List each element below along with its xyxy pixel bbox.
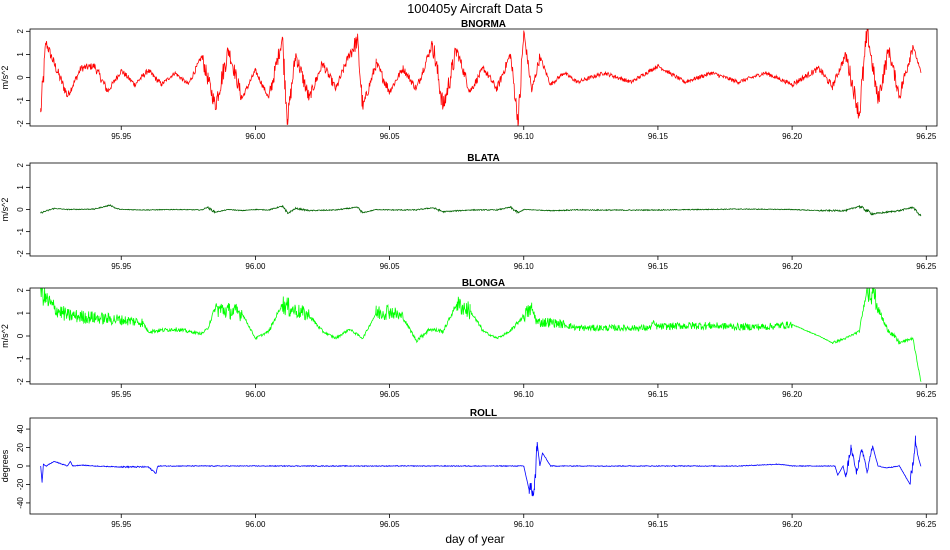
x-tick-label-blata: 95.95 — [111, 262, 132, 271]
figure-xlabel: day of year — [445, 532, 504, 546]
y-axis-label-blata: m/s^2 — [0, 198, 10, 222]
y-tick-label-blonga: 1 — [16, 310, 25, 315]
x-tick-label-blonga: 95.95 — [111, 390, 132, 399]
y-tick-label-blata: -1 — [16, 228, 25, 236]
x-tick-label-bnorma: 96.10 — [514, 132, 535, 141]
y-tick-label-bnorma: -2 — [16, 120, 25, 128]
figure-title: 100405y Aircraft Data 5 — [407, 1, 543, 16]
y-axis-label-blonga: m/s^2 — [0, 324, 10, 348]
x-tick-label-roll: 96.20 — [782, 520, 803, 529]
series-line-roll — [40, 435, 922, 497]
x-tick-label-blata: 96.20 — [782, 262, 803, 271]
series-line-blonga — [40, 288, 922, 382]
y-axis-label-bnorma: m/s^2 — [0, 66, 10, 90]
y-tick-label-blonga: -1 — [16, 355, 25, 363]
x-tick-label-bnorma: 96.20 — [782, 132, 803, 141]
x-tick-label-blata: 96.25 — [916, 262, 937, 271]
series-line-blata — [40, 204, 922, 217]
x-tick-label-roll: 96.00 — [245, 520, 266, 529]
panel-roll: ROLL degrees 95.95 96.00 96.05 96.10 96.15 96.2… — [0, 408, 938, 529]
panel-title-blonga: BLONGA — [462, 278, 505, 289]
x-tick-label-blonga: 96.00 — [245, 390, 266, 399]
x-tick-label-bnorma: 95.95 — [111, 132, 132, 141]
x-tick-label-bnorma: 96.15 — [648, 132, 669, 141]
x-tick-label-blonga: 96.25 — [916, 390, 937, 399]
x-tick-label-roll: 96.15 — [648, 520, 669, 529]
y-tick-label-roll: 0 — [16, 463, 25, 468]
x-tick-label-bnorma: 96.00 — [245, 132, 266, 141]
panel-bnorma: BNORMA m/s^2 95.95 96.00 96.05 96.10 96.15 96.2… — [0, 19, 938, 141]
y-tick-label-blata: -2 — [16, 250, 25, 258]
y-tick-label-roll: -40 — [16, 497, 25, 509]
y-tick-label-roll: 20 — [16, 443, 25, 452]
x-tick-label-roll: 96.25 — [916, 520, 937, 529]
series-line-bnorma — [40, 29, 922, 126]
x-tick-label-blonga: 96.05 — [380, 390, 401, 399]
panel-blonga: BLONGA m/s^2 95.95 96.00 96.05 96.10 96.15 96.2… — [0, 278, 938, 399]
y-tick-label-bnorma: -1 — [16, 96, 25, 104]
plot-frame-blonga — [29, 287, 938, 385]
panels-group: BNORMA m/s^2 95.95 96.00 96.05 96.10 96.15 96.2… — [0, 19, 938, 529]
y-axis-label-roll: degrees — [0, 449, 10, 482]
x-tick-label-roll: 95.95 — [111, 520, 132, 529]
x-tick-label-blata: 96.00 — [245, 262, 266, 271]
x-tick-label-bnorma: 96.25 — [916, 132, 937, 141]
x-tick-label-blonga: 96.20 — [782, 390, 803, 399]
plot-frame-bnorma — [29, 28, 938, 127]
y-tick-label-roll: 40 — [16, 424, 25, 433]
y-tick-label-bnorma: 0 — [16, 75, 25, 80]
x-tick-label-blata: 96.10 — [514, 262, 535, 271]
y-tick-label-blata: 2 — [16, 162, 25, 167]
y-tick-label-blata: 1 — [16, 185, 25, 190]
y-tick-label-blata: 0 — [16, 207, 25, 212]
panel-blata: BLATA m/s^2 95.95 96.00 96.05 96.10 96.15 96.20… — [0, 153, 938, 271]
y-tick-label-bnorma: 2 — [16, 29, 25, 34]
x-tick-label-roll: 96.05 — [380, 520, 401, 529]
y-tick-label-roll: -20 — [16, 478, 25, 490]
x-tick-label-blata: 96.15 — [648, 262, 669, 271]
x-tick-label-bnorma: 96.05 — [380, 132, 401, 141]
panel-title-bnorma: BNORMA — [461, 19, 506, 30]
panel-title-blata: BLATA — [467, 153, 499, 164]
y-tick-label-blonga: 0 — [16, 333, 25, 338]
y-tick-label-bnorma: 1 — [16, 52, 25, 57]
x-tick-label-blata: 96.05 — [380, 262, 401, 271]
x-tick-label-blonga: 96.15 — [648, 390, 669, 399]
y-tick-label-blonga: -2 — [16, 378, 25, 386]
x-tick-label-blonga: 96.10 — [514, 390, 535, 399]
x-tick-label-roll: 96.10 — [514, 520, 535, 529]
y-tick-label-blonga: 2 — [16, 288, 25, 293]
panel-title-roll: ROLL — [470, 408, 497, 419]
